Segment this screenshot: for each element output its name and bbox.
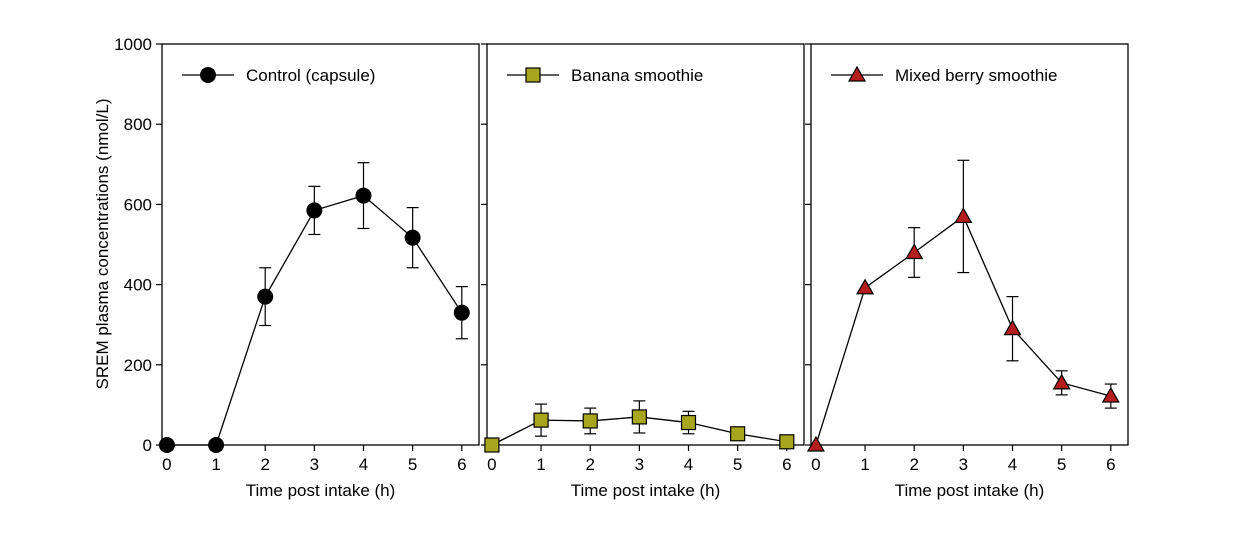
data-point [1052,373,1071,390]
data-point [306,202,323,219]
legend-marker [847,65,867,82]
x-tick-label: 6 [457,455,466,474]
x-tick-label: 4 [684,455,693,474]
data-point [1003,319,1022,336]
data-point [856,278,875,295]
x-tick-label: 1 [536,455,545,474]
legend-label: Control (capsule) [246,66,375,85]
data-point [631,409,647,425]
x-tick-label: 1 [211,455,220,474]
x-axis-title: Time post intake (h) [895,481,1045,500]
data-point [404,229,421,246]
y-tick-label: 800 [124,115,152,134]
x-tick-label: 2 [585,455,594,474]
legend: Control (capsule) [182,66,375,85]
y-tick-label: 0 [143,436,152,455]
y-tick-label: 400 [124,276,152,295]
x-tick-label: 5 [733,455,742,474]
x-tick-label: 5 [408,455,417,474]
x-axis-title: Time post intake (h) [246,481,396,500]
data-point [257,288,274,305]
x-tick-label: 0 [811,455,820,474]
data-point [453,304,470,321]
panel-1: 0 200 400 600 800 1000 0 1 2 3 4 5 6 Time post intake… [114,35,480,500]
y-axis-title: SREM plasma concentrations (nmol/L) [93,98,112,389]
panel-frame [810,43,1129,446]
legend-label: Banana smoothie [571,66,703,85]
x-tick-label: 3 [635,455,644,474]
data-point [779,434,795,450]
legend-label: Mixed berry smoothie [895,66,1058,85]
data-point [1101,386,1120,403]
data-point [806,435,825,452]
legend-marker [525,67,541,83]
x-tick-label: 6 [1106,455,1115,474]
x-tick-label: 4 [359,455,368,474]
y-tick-label: 1000 [114,35,152,54]
data-point [582,413,598,429]
x-tick-label: 6 [782,455,791,474]
x-tick-label: 4 [1008,455,1017,474]
x-tick-label: 3 [959,455,968,474]
legend-marker [200,67,216,83]
y-tick-label: 200 [124,356,152,375]
data-point [905,243,924,260]
data-point [730,426,746,442]
x-tick-label: 0 [487,455,496,474]
data-point [954,207,973,224]
data-point [533,412,549,428]
legend: Banana smoothie [507,66,703,85]
data-point [680,414,697,431]
x-tick-label: 2 [909,455,918,474]
x-tick-label: 0 [162,455,171,474]
data-point [355,187,372,204]
data-point [484,437,500,453]
legend: Mixed berry smoothie [831,65,1058,85]
panel-2: 0 1 2 3 4 5 6 Time post intake (h) Banana smooth… [481,43,805,500]
data-point [158,437,175,453]
x-tick-label: 1 [860,455,869,474]
panel-frame [161,43,480,446]
data-point [208,437,225,453]
panel-3: 0 1 2 3 4 5 6 Time post intake (h) Mixed berry s… [805,43,1129,500]
panel-frame [486,43,805,446]
x-axis-title: Time post intake (h) [571,481,721,500]
x-tick-label: 3 [310,455,319,474]
x-tick-label: 5 [1057,455,1066,474]
y-tick-label: 600 [124,195,152,214]
x-tick-label: 2 [260,455,269,474]
